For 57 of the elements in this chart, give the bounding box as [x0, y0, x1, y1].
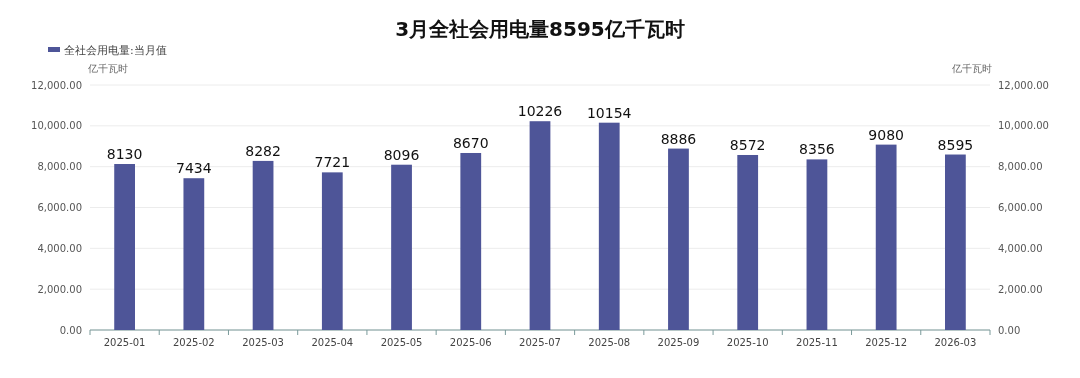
x-tick-label: 2025-04: [311, 337, 354, 348]
bar: [598, 122, 620, 330]
y2-tick-label: 4,000.00: [998, 242, 1043, 254]
x-tick-label: 2025-12: [865, 337, 908, 348]
y2-tick-label: 6,000.00: [998, 202, 1043, 213]
y-tick-label: 12,000.00: [31, 79, 82, 91]
bar: [945, 154, 966, 330]
data-label: 7434: [176, 160, 212, 177]
data-label: 8130: [106, 146, 143, 163]
x-tick-label: 2025-03: [242, 337, 284, 348]
x-tick-label: 2025-10: [726, 337, 769, 348]
y-tick-label: 0.00: [59, 324, 82, 336]
y2-tick-label: 0.00: [998, 324, 1021, 336]
data-label: 8096: [383, 146, 420, 163]
y2-tick-label: 12,000.00: [998, 79, 1049, 91]
y-tick-label: 8,000.00: [37, 161, 82, 173]
legend-label: 全社会用电量:当月值: [64, 44, 167, 57]
data-label: 7721: [314, 154, 351, 171]
data-label: 8356: [799, 141, 835, 158]
bar: [668, 148, 689, 330]
y2-axis-title: 亿千瓦时: [951, 63, 992, 74]
bar: [183, 178, 205, 330]
y2-tick-label: 2,000.00: [998, 283, 1043, 295]
x-tick-label: 2025-07: [519, 337, 561, 348]
data-label: 8595: [937, 136, 974, 153]
y-tick-label: 6,000.00: [37, 202, 82, 213]
data-label: 8670: [452, 134, 489, 151]
bar: [875, 144, 897, 330]
data-label: 8282: [245, 142, 281, 159]
y-tick-label: 2,000.00: [37, 283, 82, 295]
x-tick-label: 2025-08: [588, 337, 631, 348]
bar: [391, 164, 412, 330]
bar: [460, 152, 482, 330]
data-label: 10226: [517, 103, 563, 120]
y2-tick-label: 8,000.00: [998, 161, 1043, 173]
y-tick-label: 4,000.00: [37, 242, 82, 254]
x-tick-label: 2025-05: [380, 337, 423, 348]
y-tick-label: 10,000.00: [31, 120, 82, 132]
x-tick-label: 2025-01: [103, 337, 146, 348]
chart-title: 3月全社会用电量8595亿千瓦时: [395, 17, 685, 41]
x-tick-label: 2025-06: [449, 337, 492, 348]
x-tick-label: 2025-02: [172, 337, 215, 348]
x-tick-label: 2025-11: [796, 337, 838, 348]
y-axis-title: 亿千瓦时: [87, 63, 128, 74]
y2-tick-label: 10,000.00: [998, 120, 1049, 132]
data-label: 9080: [868, 126, 904, 143]
bar: [806, 159, 828, 330]
bar: [114, 164, 135, 330]
data-label: 8886: [660, 130, 697, 147]
bar: [737, 154, 759, 330]
x-tick-label: 2025-09: [657, 337, 700, 348]
data-label: 10154: [586, 104, 632, 121]
bar: [252, 160, 274, 330]
x-tick-label: 2026-03: [934, 337, 977, 348]
data-label: 8572: [729, 136, 766, 153]
bar: [321, 172, 343, 330]
bar: [529, 121, 551, 330]
